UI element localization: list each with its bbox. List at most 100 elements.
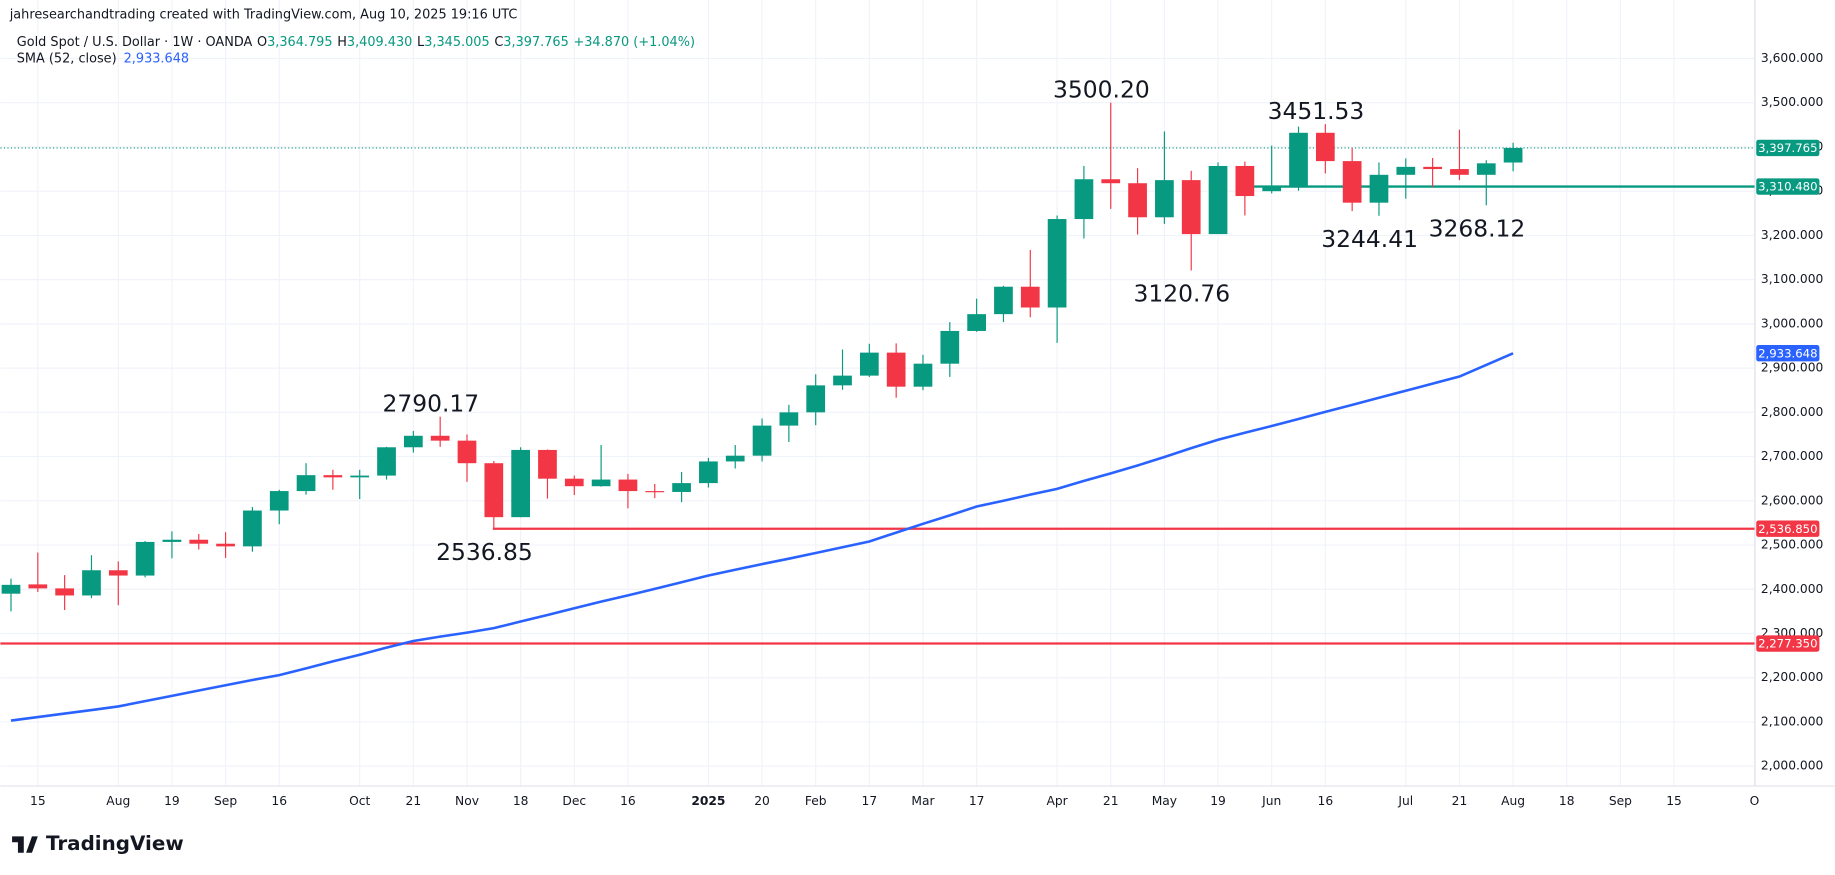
x-tick-label: 21 — [406, 794, 422, 808]
low-label: 3120.76 — [1134, 280, 1231, 308]
candle-body — [511, 449, 530, 518]
candle-body — [994, 286, 1013, 315]
c-key: C — [494, 35, 503, 50]
candle-body — [886, 352, 906, 387]
candle-body — [377, 447, 396, 476]
y-tick-label: 2,700.000 — [1761, 449, 1823, 463]
candle-body — [1155, 180, 1174, 218]
high-label: 2790.17 — [382, 389, 479, 417]
candle-body — [323, 475, 343, 478]
x-tick-label: 18 — [513, 794, 529, 808]
x-tick-label: Feb — [805, 794, 827, 808]
candle-body — [1020, 286, 1040, 308]
l-value: 3,345.005 — [424, 35, 489, 50]
x-tick-label: Nov — [455, 794, 479, 808]
y-tick-label: 2,400.000 — [1761, 582, 1823, 596]
logo-text: TradingView — [46, 832, 184, 855]
y-tick-label: 2,800.000 — [1761, 405, 1823, 419]
candle-body — [538, 449, 557, 479]
candle-body — [108, 570, 128, 576]
candle-body — [1208, 165, 1228, 235]
candle-body — [430, 435, 450, 441]
x-tick-label: 18 — [1559, 794, 1575, 808]
price-tag — [1756, 345, 1820, 362]
x-tick-label: Aug — [1501, 794, 1525, 808]
x-tick-label: Oct — [349, 794, 370, 808]
candle-body — [55, 588, 75, 596]
candle-body — [913, 363, 933, 387]
candle-body — [806, 385, 826, 413]
x-tick-label: Aug — [106, 794, 130, 808]
y-tick-label: 2,100.000 — [1761, 714, 1823, 728]
candle-body — [269, 491, 289, 511]
candle-body — [216, 543, 235, 547]
x-tick-label: 19 — [1210, 794, 1226, 808]
candle-body — [1423, 166, 1442, 170]
o-key: O — [257, 35, 267, 50]
candle-body — [1396, 166, 1416, 175]
x-tick-label: 16 — [271, 794, 287, 808]
x-tick-label: May — [1152, 794, 1177, 808]
x-tick-label: 15 — [1666, 794, 1682, 808]
candle-body — [162, 539, 182, 542]
header: jahresearchandtrading created with Tradi… — [9, 8, 518, 23]
x-tick-label: Apr — [1046, 794, 1068, 808]
candle-body — [1450, 169, 1469, 175]
candle-body — [833, 375, 852, 386]
x-tick-label: 16 — [620, 794, 636, 808]
change: +34.870 (+1.04%) — [573, 35, 695, 50]
x-tick-label: 2025 — [691, 794, 725, 808]
h-key: H — [337, 35, 347, 50]
candle-body — [672, 483, 691, 492]
high-label: 3451.53 — [1268, 97, 1365, 125]
x-tick-label: 21 — [1452, 794, 1468, 808]
candle-body — [645, 491, 665, 493]
price-tag-label: 3,397.765 — [1758, 141, 1817, 155]
l-key: L — [417, 35, 425, 50]
x-tick-label: Mar — [911, 794, 935, 808]
plot — [0, 102, 1756, 722]
candle-body — [591, 479, 611, 487]
candle-body — [779, 412, 799, 426]
x-tick-label: 17 — [862, 794, 878, 808]
candle-body — [1369, 174, 1389, 203]
candle-body — [618, 479, 638, 492]
legend-line: Gold Spot / U.S. Dollar · 1W · OANDA O 3,3… — [17, 35, 695, 50]
x-tick-label: Sep — [1609, 794, 1632, 808]
y-tick-label: 3,100.000 — [1761, 272, 1823, 286]
symbol: Gold Spot / U.S. Dollar · 1W · OANDA — [17, 35, 253, 50]
price-tag-label: 2,536.850 — [1758, 522, 1817, 536]
candle-body — [1181, 180, 1201, 235]
low-label: 3244.41 — [1321, 225, 1418, 253]
candle-body — [296, 475, 316, 492]
candle-body — [1262, 186, 1282, 192]
candle-body — [940, 330, 960, 364]
low-label: 3268.12 — [1429, 214, 1526, 242]
logo-icon — [12, 836, 38, 853]
x-tick-label: 15 — [30, 794, 46, 808]
x-tick-label: 20 — [754, 794, 770, 808]
candle-body — [457, 440, 477, 464]
y-tick-label: 2,900.000 — [1761, 361, 1823, 375]
candle-body — [403, 435, 423, 448]
x-tick-label: Dec — [562, 794, 586, 808]
candle-body — [135, 541, 155, 576]
candle-body — [1128, 183, 1147, 218]
y-tick-label: 2,000.000 — [1761, 759, 1823, 773]
y-tick-label: 3,500.000 — [1761, 95, 1823, 109]
candle-body — [350, 475, 370, 478]
logo: TradingView — [12, 832, 184, 855]
candle-body — [752, 425, 772, 456]
x-tick-label: 17 — [969, 794, 985, 808]
h-value: 3,409.430 — [347, 35, 412, 50]
candle-body — [967, 314, 986, 331]
candle-body — [1, 584, 21, 594]
candle-body — [1503, 147, 1523, 163]
y-tick-label: 3,200.000 — [1761, 228, 1823, 242]
x-tick-label: 19 — [164, 794, 180, 808]
sma-value: 2,933.648 — [124, 51, 189, 66]
y-tick-label: 3,600.000 — [1761, 51, 1823, 65]
y-tick-label: 2,200.000 — [1761, 670, 1823, 684]
candle-body — [1289, 132, 1308, 187]
